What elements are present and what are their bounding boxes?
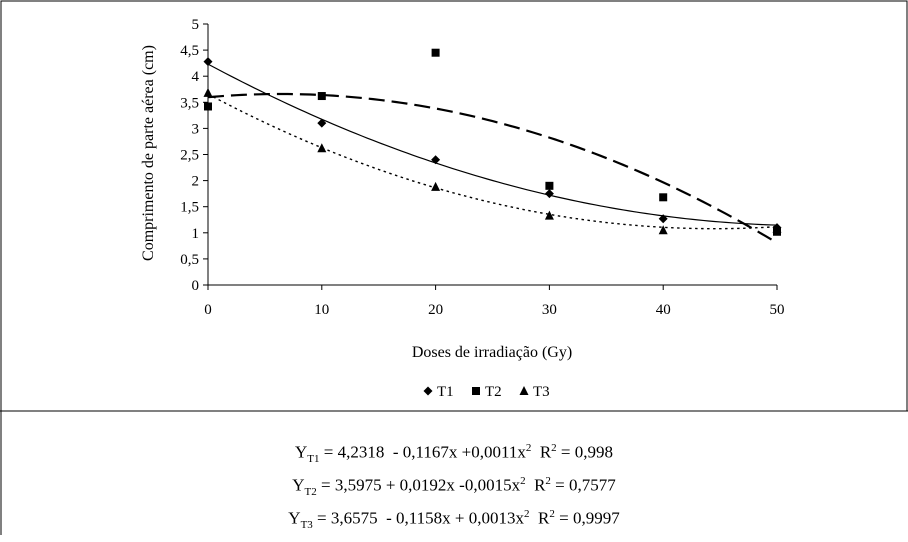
equation-r-symbol: R bbox=[529, 508, 550, 528]
data-point-t2 bbox=[431, 48, 440, 57]
equation-exponent: 2 bbox=[525, 442, 532, 454]
data-point-t1 bbox=[317, 118, 327, 128]
data-point-t3 bbox=[544, 210, 554, 220]
equation-r-value: = 0,7577 bbox=[550, 475, 616, 495]
data-point-t2 bbox=[545, 181, 554, 190]
equation-subscript: T1 bbox=[307, 453, 320, 466]
y-tick-label: 5 bbox=[192, 17, 200, 33]
data-point-t1 bbox=[431, 155, 441, 165]
y-tick-label: 0,5 bbox=[180, 252, 199, 268]
equation-t1: YT1 = 4,2318 - 0,1167x +0,0011x2 R2 = 0,… bbox=[0, 432, 908, 465]
equation-r-value: = 0,9997 bbox=[554, 508, 620, 528]
equation-body: = 3,6575 - 0,1158x + 0,0013x bbox=[312, 508, 525, 528]
equation-body: = 4,2318 - 0,1167x +0,0011x bbox=[319, 442, 526, 462]
data-point-t3 bbox=[203, 87, 213, 97]
equation-y-symbol: Y bbox=[292, 475, 305, 495]
y-tick-label: 1 bbox=[192, 226, 200, 242]
equation-r-exponent: 2 bbox=[551, 442, 557, 454]
legend-label-t2: T2 bbox=[485, 384, 502, 400]
x-tick-label: 40 bbox=[656, 302, 671, 318]
legend-label-t3: T3 bbox=[533, 384, 550, 400]
equation-subscript: T3 bbox=[300, 519, 313, 532]
x-tick-label: 50 bbox=[770, 302, 785, 318]
equation-y-symbol: Y bbox=[294, 442, 308, 462]
x-tick-label: 20 bbox=[428, 302, 443, 318]
y-tick-label: 2 bbox=[192, 174, 200, 190]
equation-body: = 3,5975 + 0,0192x -0,0015x bbox=[316, 475, 521, 495]
x-axis-label: Doses de irradiação (Gy) bbox=[412, 344, 572, 361]
data-point-t3 bbox=[772, 223, 782, 233]
scatter-chart: 00,511,522,533,544,550 10 20 30 40 50 Comprim… bbox=[140, 17, 785, 400]
data-point-t3 bbox=[431, 181, 441, 191]
data-point-t1 bbox=[658, 214, 668, 224]
y-tick-label: 3 bbox=[192, 121, 200, 137]
legend-marker-t2 bbox=[472, 387, 480, 395]
legend-marker-t3 bbox=[519, 386, 529, 395]
equation-y-symbol: Y bbox=[288, 508, 301, 528]
trend-lines bbox=[207, 63, 778, 244]
data-point-t1 bbox=[544, 189, 554, 199]
legend: T1 T2 T3 bbox=[423, 384, 550, 400]
y-tick-label: 0 bbox=[192, 278, 200, 294]
trend-line-t3 bbox=[207, 93, 778, 230]
y-tick-label: 1,5 bbox=[180, 200, 199, 216]
equation-subscript: T2 bbox=[304, 486, 317, 499]
data-point-t2 bbox=[204, 102, 212, 111]
data-point-t3 bbox=[317, 143, 327, 153]
x-tick-label: 0 bbox=[204, 302, 212, 318]
trend-line-t1 bbox=[207, 63, 778, 226]
equation-t3: YT3 = 3,6575 - 0,1158x + 0,0013x2 R2 = 0… bbox=[0, 498, 908, 531]
equation-t2: YT2 = 3,5975 + 0,0192x -0,0015x2 R2 = 0,… bbox=[0, 465, 908, 498]
y-tick-label: 4,5 bbox=[180, 43, 199, 59]
y-tick-label: 4 bbox=[192, 69, 200, 85]
equation-exponent: 2 bbox=[524, 508, 530, 520]
equation-r-symbol: R bbox=[531, 442, 552, 462]
data-points bbox=[203, 48, 782, 236]
x-tick-label: 10 bbox=[314, 302, 329, 318]
axes: 00,511,522,533,544,550 10 20 30 40 50 bbox=[180, 17, 784, 318]
data-point-t2 bbox=[659, 193, 668, 202]
trend-line-t2 bbox=[207, 92, 778, 244]
data-point-t2 bbox=[317, 92, 326, 101]
equation-r-exponent: 2 bbox=[549, 508, 555, 520]
y-axis-label: Comprimento de parte aérea (cm) bbox=[140, 45, 157, 261]
equation-exponent: 2 bbox=[520, 475, 526, 487]
legend-label-t1: T1 bbox=[437, 384, 454, 400]
data-point-t3 bbox=[658, 225, 668, 235]
regression-equations: YT1 = 4,2318 - 0,1167x +0,0011x2 R2 = 0,… bbox=[0, 432, 908, 531]
y-tick-label: 3,5 bbox=[180, 95, 199, 111]
x-tick-label: 30 bbox=[542, 302, 557, 318]
equation-r-exponent: 2 bbox=[545, 475, 551, 487]
legend-marker-t1 bbox=[423, 386, 433, 396]
data-point-t1 bbox=[203, 57, 213, 67]
y-tick-label: 2,5 bbox=[180, 148, 199, 164]
equation-r-symbol: R bbox=[525, 475, 546, 495]
equation-r-value: = 0,998 bbox=[556, 442, 614, 462]
